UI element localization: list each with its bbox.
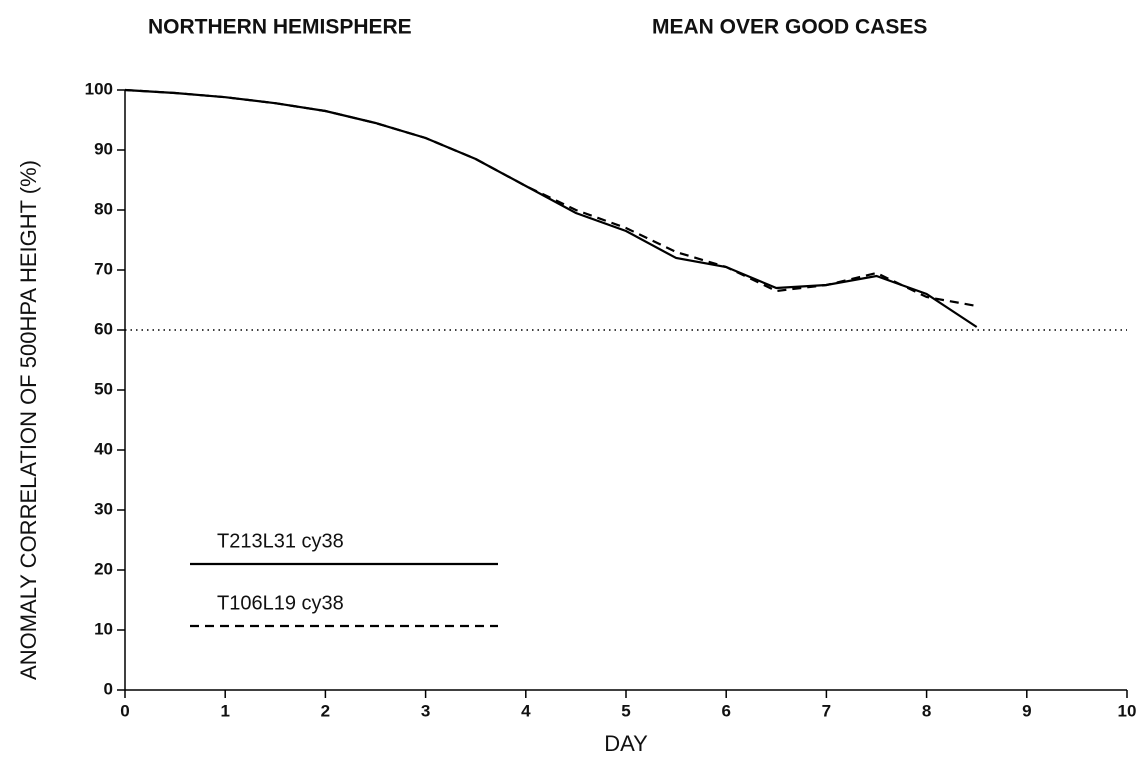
x-tick-label: 8 (922, 701, 931, 720)
series-line (124, 88, 978, 328)
y-axis-label: ANOMALY CORRELATION OF 500HPA HEIGHT (%) (16, 160, 41, 680)
y-tick-label: 40 (94, 439, 113, 458)
y-tick-label: 50 (94, 379, 113, 398)
x-tick-label: 6 (721, 701, 730, 720)
x-axis-label: DAY (604, 731, 648, 756)
x-tick-label: 4 (521, 701, 531, 720)
x-tick-label: 7 (822, 701, 831, 720)
legend-label: T213L31 cy38 (217, 530, 344, 552)
y-tick-label: 0 (104, 679, 113, 698)
series-line (124, 88, 977, 308)
y-tick-label: 100 (85, 79, 113, 98)
x-tick-label: 3 (421, 701, 430, 720)
y-tick-label: 10 (94, 619, 113, 638)
x-tick-label: 5 (621, 701, 630, 720)
y-tick-label: 90 (94, 139, 113, 158)
y-tick-label: 60 (94, 319, 113, 338)
chart-subtitle: MEAN OVER GOOD CASES (652, 16, 927, 39)
y-tick-label: 80 (94, 199, 113, 218)
x-tick-label: 2 (321, 701, 330, 720)
x-tick-label: 0 (120, 701, 129, 720)
x-tick-label: 1 (220, 701, 229, 720)
y-tick-label: 20 (94, 559, 113, 578)
legend-label: T106L19 cy38 (217, 592, 344, 614)
y-tick-label: 70 (94, 259, 113, 278)
x-tick-label: 10 (1118, 701, 1137, 720)
chart-title: NORTHERN HEMISPHERE (148, 16, 412, 39)
x-tick-label: 9 (1022, 701, 1031, 720)
y-tick-label: 30 (94, 499, 113, 518)
